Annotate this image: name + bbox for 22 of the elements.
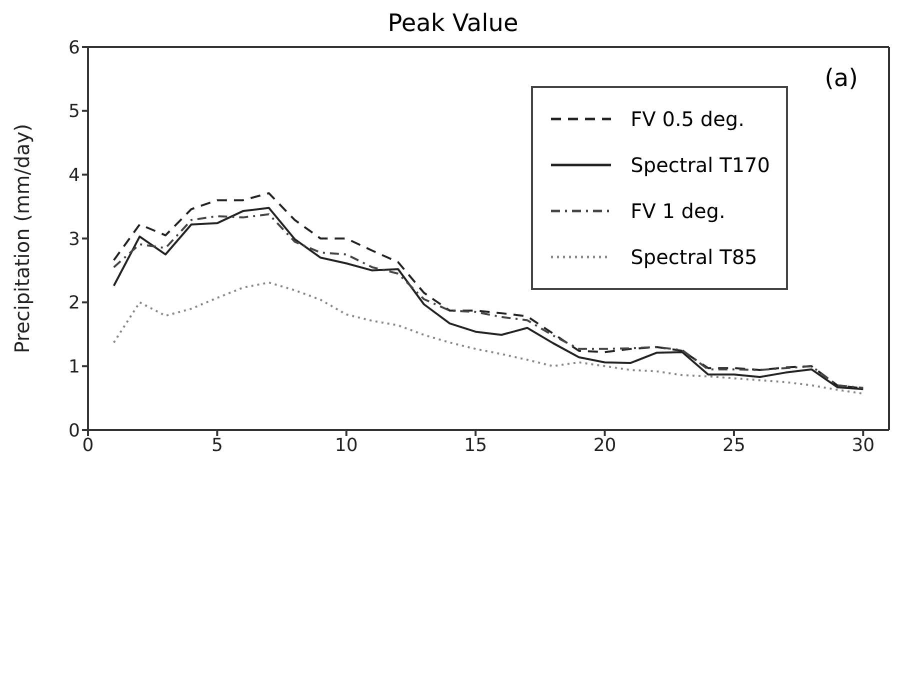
y-tick-label: 4: [68, 165, 80, 186]
y-tick-label: 1: [68, 356, 80, 378]
annotation: (a): [824, 64, 858, 92]
chart-title: Peak Value: [386, 8, 520, 38]
legend-label: Spectral T170: [630, 153, 770, 177]
line-series: [112, 282, 864, 395]
y-tick-label: 2: [68, 292, 80, 314]
legend-label: Spectral T85: [630, 245, 758, 269]
x-tick-label: 20: [593, 434, 616, 456]
x-tick-label: 10: [334, 434, 358, 456]
y-tick-label: 5: [68, 101, 80, 122]
x-tick-label: 0: [82, 434, 94, 456]
x-tick-label: 25: [722, 434, 746, 456]
x-tick-label: 15: [464, 434, 488, 456]
y-tick-label: 3: [68, 228, 80, 250]
y-axis-title: Precipitation (mm/day): [10, 124, 34, 354]
legend-label: FV 0.5 deg.: [630, 107, 744, 131]
y-tick-label: 6: [68, 37, 80, 58]
legend-label: FV 1 deg.: [630, 199, 726, 223]
x-tick-label: 5: [211, 434, 223, 456]
x-tick-label: 30: [852, 434, 875, 456]
y-tick-label: 0: [68, 420, 80, 442]
